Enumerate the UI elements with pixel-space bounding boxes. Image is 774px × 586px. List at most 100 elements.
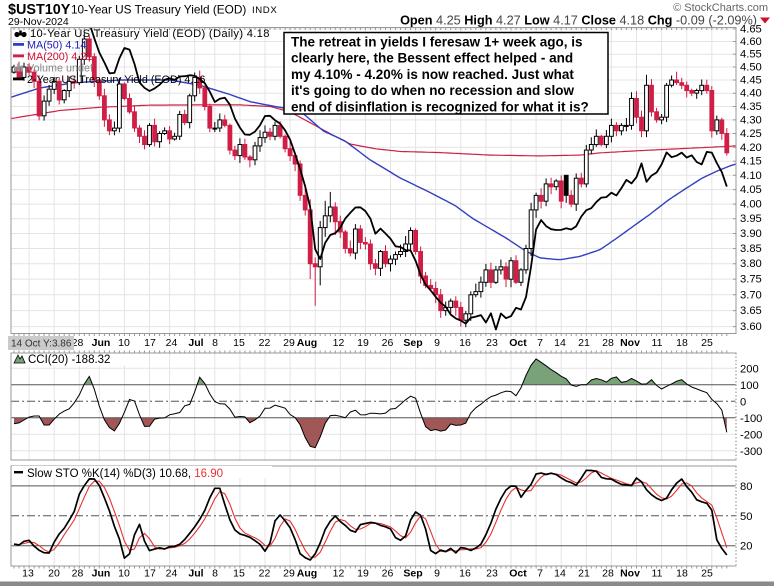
svg-text:MA(200) 4.21: MA(200) 4.21 [27, 51, 92, 63]
svg-text:Nov: Nov [620, 568, 640, 580]
svg-text:CCI(20) -188.32: CCI(20) -188.32 [28, 354, 110, 366]
svg-text:Aug: Aug [297, 568, 317, 580]
svg-text:12: 12 [333, 337, 345, 349]
svg-text:2-Year US Treasury Yield (EOD): 2-Year US Treasury Yield (EOD) 4.16 [27, 74, 205, 86]
svg-text:13: 13 [22, 568, 34, 580]
svg-text:18: 18 [676, 337, 688, 349]
svg-text:50: 50 [740, 511, 752, 523]
svg-text:© StockCharts.com: © StockCharts.com [673, 2, 768, 14]
svg-text:26: 26 [382, 568, 394, 580]
svg-text:4.20: 4.20 [740, 142, 762, 154]
svg-text:4.40: 4.40 [740, 88, 762, 100]
svg-text:25: 25 [701, 337, 713, 349]
svg-text:0: 0 [740, 396, 746, 408]
svg-text:4.65: 4.65 [740, 23, 762, 35]
svg-text:MA(50) 4.14: MA(50) 4.14 [27, 40, 86, 52]
svg-text:4.30: 4.30 [740, 114, 762, 126]
svg-text:3.70: 3.70 [740, 289, 762, 301]
svg-text:28: 28 [72, 568, 84, 580]
svg-text:Sep: Sep [403, 568, 422, 580]
svg-text:4.45: 4.45 [740, 75, 762, 87]
svg-text:26: 26 [382, 337, 394, 349]
svg-text:7: 7 [537, 337, 543, 349]
svg-text:4.55: 4.55 [740, 49, 762, 61]
svg-text:4.60: 4.60 [740, 36, 762, 48]
svg-text:9: 9 [434, 337, 440, 349]
svg-text:7: 7 [537, 568, 543, 580]
svg-text:4.35: 4.35 [740, 101, 762, 113]
svg-text:Jun: Jun [92, 568, 111, 580]
svg-text:4.15: 4.15 [740, 156, 762, 168]
svg-text:16: 16 [459, 337, 471, 349]
svg-text:25: 25 [701, 568, 713, 580]
svg-text:21: 21 [578, 337, 590, 349]
svg-text:3.85: 3.85 [740, 243, 762, 255]
svg-text:22: 22 [259, 568, 271, 580]
svg-text:18: 18 [676, 568, 688, 580]
svg-text:clearly here, the Bessent effe: clearly here, the Bessent effect helped … [291, 51, 573, 66]
svg-text:-100: -100 [740, 413, 762, 425]
svg-text:Oct: Oct [509, 337, 527, 349]
svg-text:3.90: 3.90 [740, 228, 762, 240]
svg-text:23: 23 [486, 568, 498, 580]
svg-text:10-Year US Treasury Yield (EOD: 10-Year US Treasury Yield (EOD) (Daily) … [30, 28, 270, 40]
svg-text:10: 10 [118, 337, 130, 349]
svg-text:3.75: 3.75 [740, 274, 762, 286]
svg-text:3.65: 3.65 [740, 305, 762, 317]
svg-text:4.50: 4.50 [740, 62, 762, 74]
svg-text:23: 23 [486, 337, 498, 349]
svg-text:9: 9 [434, 568, 440, 580]
svg-text:200: 200 [740, 363, 759, 375]
svg-text:19: 19 [357, 337, 369, 349]
svg-text:Open 4.25 High 4.27 Low 4.17: Open 4.25 High 4.27 Low 4.17 Close 4.18 … [400, 14, 757, 28]
svg-text:19: 19 [357, 568, 369, 580]
svg-text:Volume undef: Volume undef [27, 63, 94, 75]
svg-text:8: 8 [212, 568, 218, 580]
svg-text:17: 17 [144, 337, 156, 349]
svg-text:Aug: Aug [297, 337, 317, 349]
svg-text:17: 17 [144, 568, 156, 580]
svg-text:my 4.10% - 4.20% is now reache: my 4.10% - 4.20% is now reached. Just wh… [291, 67, 574, 82]
svg-text:16: 16 [459, 568, 471, 580]
svg-text:11: 11 [652, 568, 663, 580]
svg-text:The retreat in yields I feresa: The retreat in yields I feresaw 1+ week … [291, 35, 583, 50]
svg-text:8: 8 [212, 337, 218, 349]
svg-text:Jul: Jul [188, 568, 203, 580]
svg-text:-200: -200 [740, 429, 762, 441]
svg-text:end of disinflation is recogni: end of disinflation is recognized for wh… [291, 99, 589, 114]
svg-text:29: 29 [283, 337, 295, 349]
svg-text:29-Nov-2024: 29-Nov-2024 [8, 16, 69, 28]
svg-text:12: 12 [333, 568, 345, 580]
svg-text:$UST10Y: $UST10Y [8, 2, 71, 18]
svg-text:-300: -300 [740, 446, 762, 458]
svg-text:4.00: 4.00 [740, 199, 762, 211]
svg-text:20: 20 [740, 541, 752, 553]
svg-text:4.10: 4.10 [740, 170, 762, 182]
svg-text:20: 20 [48, 568, 60, 580]
svg-text:Oct: Oct [509, 568, 527, 580]
svg-text:28: 28 [602, 568, 614, 580]
svg-text:10: 10 [118, 568, 130, 580]
svg-text:3.95: 3.95 [740, 213, 762, 225]
svg-text:4.25: 4.25 [740, 128, 762, 140]
svg-text:15: 15 [233, 568, 245, 580]
svg-text:10-Year US Treasury Yield (EOD: 10-Year US Treasury Yield (EOD) [71, 3, 246, 17]
svg-text:3.80: 3.80 [740, 258, 762, 270]
svg-text:28: 28 [602, 337, 614, 349]
svg-text:21: 21 [578, 568, 590, 580]
svg-text:4.05: 4.05 [740, 184, 762, 196]
svg-text:29: 29 [283, 568, 295, 580]
svg-text:Slow STO %K(14) %D(3) 10.68, 1: Slow STO %K(14) %D(3) 10.68, 16.90 [27, 468, 223, 480]
svg-text:80: 80 [740, 481, 752, 493]
svg-text:22: 22 [259, 337, 271, 349]
svg-text:Nov: Nov [620, 337, 640, 349]
svg-text:INDX: INDX [252, 5, 277, 16]
svg-text:Jun: Jun [92, 337, 111, 349]
svg-text:100: 100 [740, 380, 759, 392]
svg-text:15: 15 [233, 337, 245, 349]
svg-text:Jul: Jul [188, 337, 203, 349]
svg-text:Sep: Sep [403, 337, 422, 349]
svg-text:24: 24 [166, 568, 178, 580]
svg-text:24: 24 [166, 337, 178, 349]
svg-text:it's going to do when no reces: it's going to do when no recession and s… [291, 83, 574, 98]
